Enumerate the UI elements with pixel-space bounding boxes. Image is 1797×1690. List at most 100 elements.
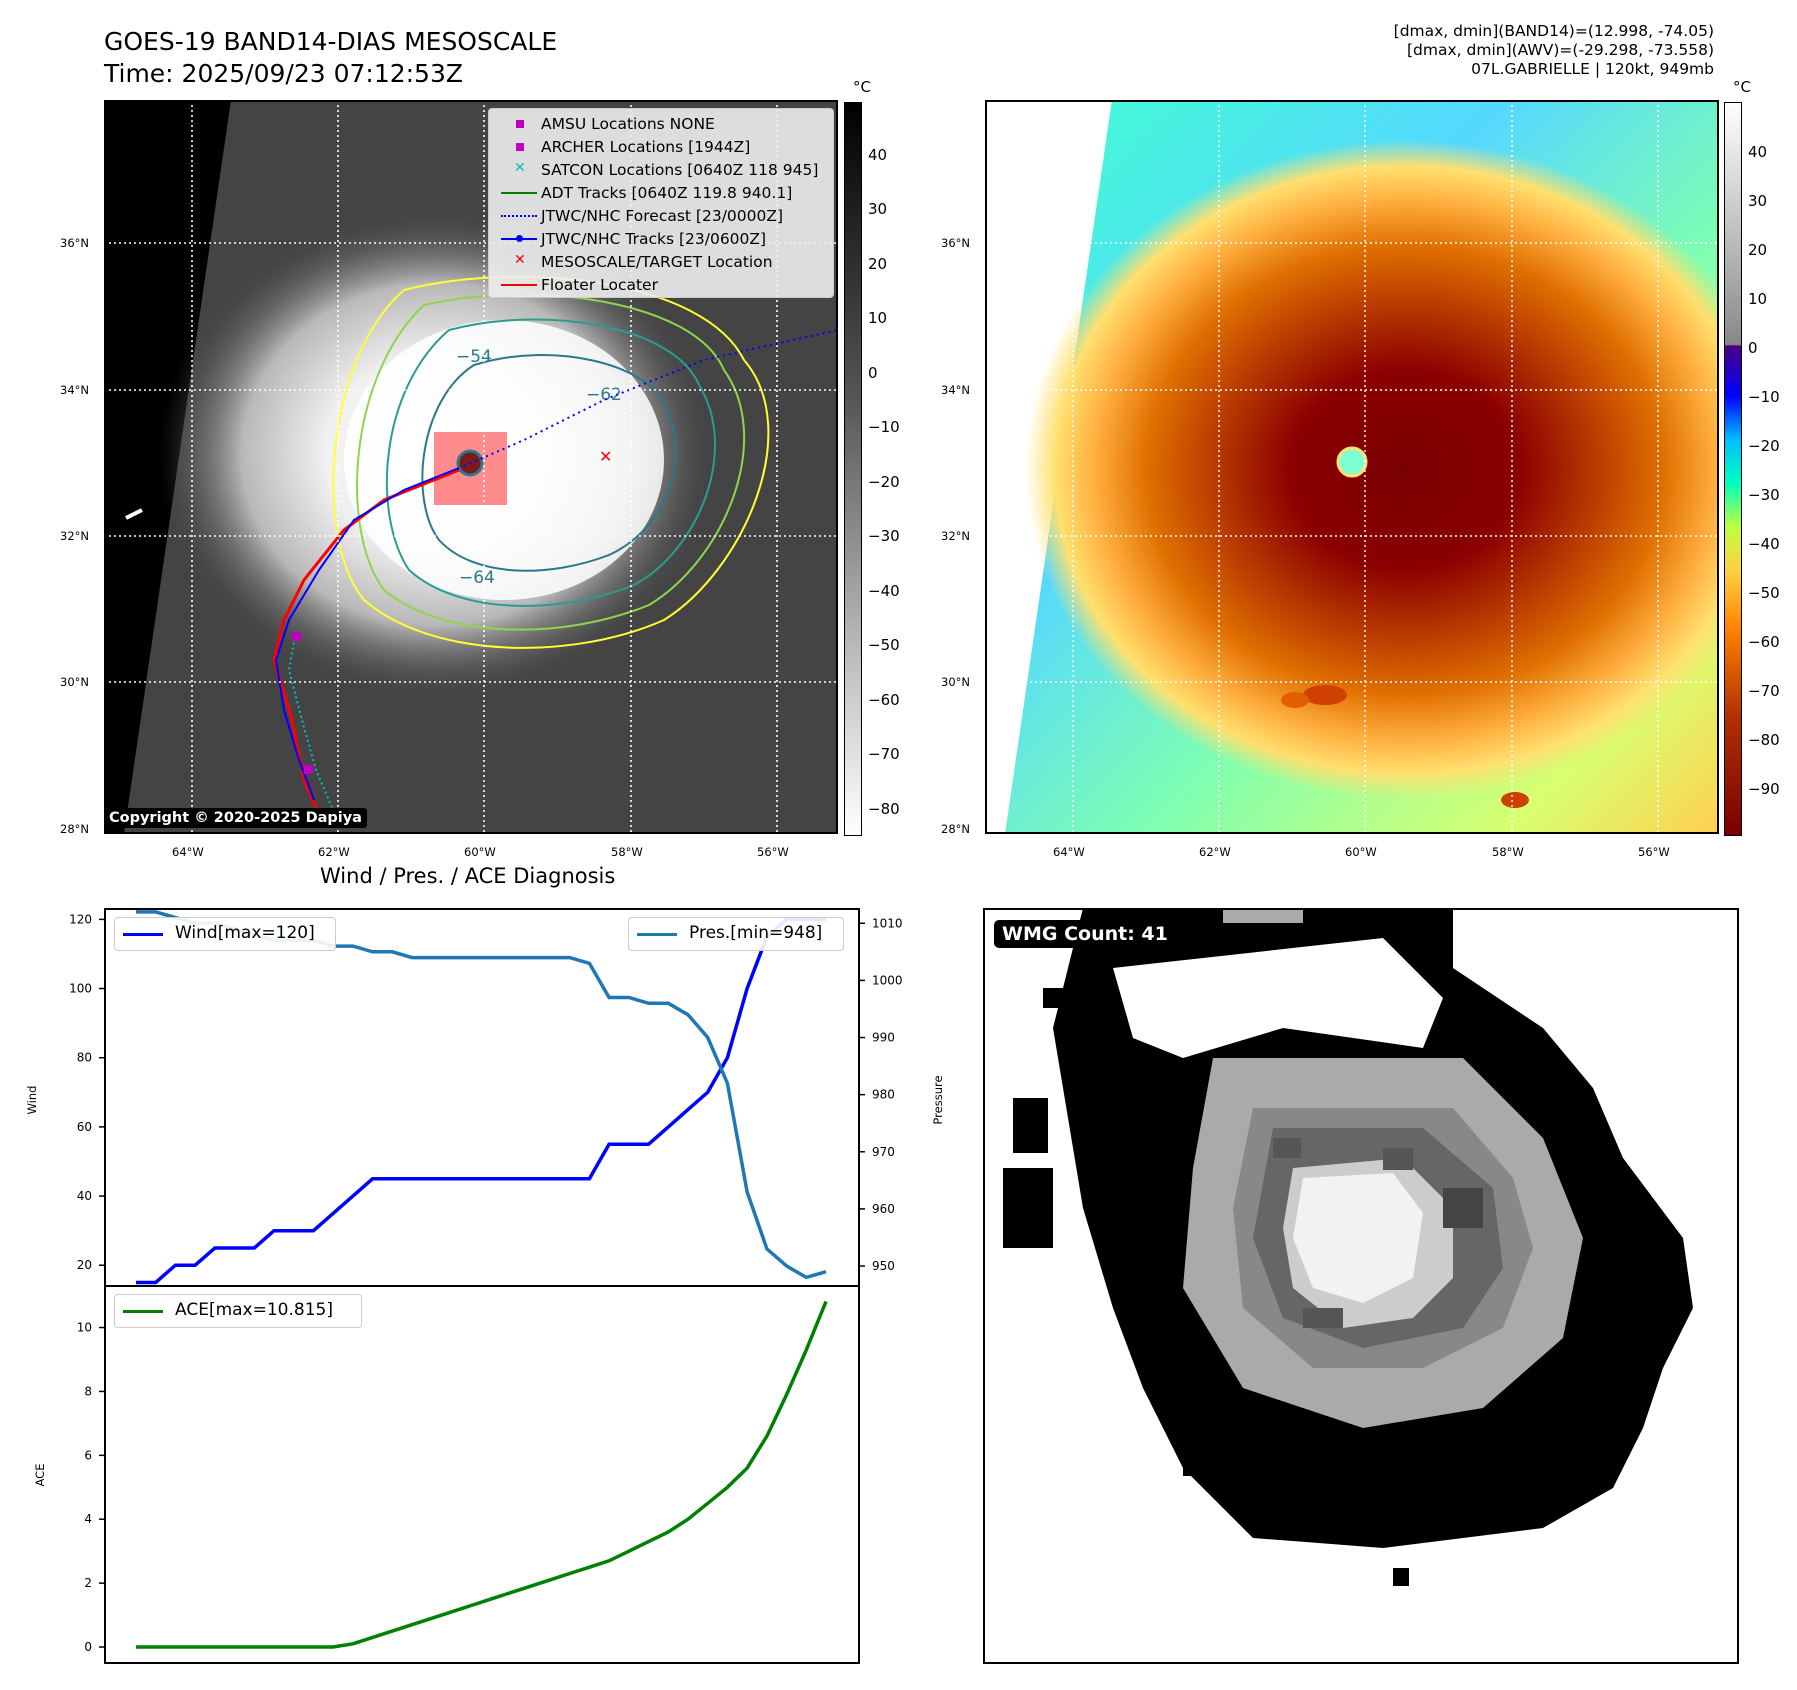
lat-label: 34°N (941, 383, 970, 397)
colorbar-tick: −20 (1748, 437, 1780, 455)
ace-series (135, 1300, 828, 1649)
archer-marker (292, 632, 301, 641)
grayscale-colorbar (844, 102, 862, 836)
copyright-label: Copyright © 2020-2025 Dapiya (104, 808, 367, 828)
colorbar-unit: °C (1733, 78, 1751, 96)
wind-line (136, 917, 826, 1285)
colorbar-tick: −60 (1748, 633, 1780, 651)
lat-label: 30°N (941, 675, 970, 689)
storm-eye (1336, 446, 1368, 478)
colorbar-tick: −40 (1748, 535, 1780, 553)
wmg-count-badge: WMG Count: 41 (994, 920, 1176, 948)
map-legend: AMSU Locations NONE ARCHER Locations [19… (488, 108, 834, 298)
colorbar-tick: 40 (868, 146, 888, 164)
info-line-2: [dmax, dmin](AWV)=(-29.298, -73.558) (1407, 41, 1714, 59)
title-line-1: GOES-19 BAND14-DIAS MESOSCALE (104, 27, 558, 56)
pressure-legend: Pres.[min=948] (628, 917, 844, 951)
jtwc-forecast-track (463, 329, 838, 467)
colorbar-tick: 10 (868, 309, 888, 327)
colorbar-tick: −30 (1748, 486, 1780, 504)
lon-label: 64°W (172, 845, 204, 859)
colorbar-tick: −70 (868, 745, 900, 763)
ace-tick-label: 4 (84, 1512, 92, 1526)
colorbar-tick: 40 (1748, 143, 1768, 161)
colorbar-tick: −30 (868, 527, 900, 545)
colorbar-tick: 0 (868, 364, 878, 382)
pressure-tick-label: 970 (872, 1145, 895, 1159)
contour-label-64: −64 (459, 568, 495, 588)
lon-label: 62°W (1199, 845, 1231, 859)
diagnosis-title: Wind / Pres. / ACE Diagnosis (320, 864, 616, 888)
info-line-1: [dmax, dmin](BAND14)=(12.998, -74.05) (1393, 22, 1714, 40)
wind-series (135, 917, 827, 1285)
ace-tick-label: 10 (77, 1321, 92, 1335)
colorbar-unit: °C (853, 78, 871, 96)
ace-axis-label: ACE (33, 1464, 47, 1487)
title-line-2: Time: 2025/09/23 07:12:53Z (104, 59, 463, 88)
ace-frame (104, 1285, 860, 1664)
colorbar-tick: 20 (868, 255, 888, 273)
solid-line-icon (501, 192, 537, 194)
ace-line-icon (123, 1310, 163, 1313)
color-ir-map (985, 100, 1719, 834)
ace-tick-label: 0 (84, 1640, 92, 1654)
wind-line-icon (123, 933, 163, 936)
lat-label: 36°N (60, 236, 89, 250)
colorbar-tick: −80 (1748, 731, 1780, 749)
info-line-3: 07L.GABRIELLE | 120kt, 949mb (1471, 60, 1714, 78)
pressure-series (135, 910, 827, 1280)
lon-label: 58°W (1492, 845, 1524, 859)
colorbar-tick: 10 (1748, 290, 1768, 308)
ace-tick-label: 6 (84, 1448, 92, 1462)
lat-label: 30°N (60, 675, 89, 689)
lat-label: 28°N (60, 822, 89, 836)
colorbar-tick: 20 (1748, 241, 1768, 259)
wind-tick-label: 20 (77, 1258, 92, 1272)
mesoscale-target-marker: ✕ (599, 447, 612, 466)
lon-label: 56°W (1638, 845, 1670, 859)
lon-label: 64°W (1053, 845, 1085, 859)
colorbar-tick: 0 (1748, 339, 1758, 357)
colorbar-tick: −70 (1748, 682, 1780, 700)
pressure-line-icon (637, 933, 677, 936)
lon-label: 56°W (757, 845, 789, 859)
x-marker-icon: ✕ (514, 252, 526, 268)
x-marker-icon: ✕ (514, 160, 526, 176)
wind-tick-label: 60 (77, 1120, 92, 1134)
solid-line-icon (501, 284, 537, 286)
satcon-track (287, 629, 335, 813)
colorbar-tick: −90 (1748, 780, 1780, 798)
pressure-tick-label: 1010 (872, 916, 903, 930)
archer-marker (304, 765, 313, 774)
jtwc-track (274, 467, 460, 801)
wind-tick-label: 80 (77, 1051, 92, 1065)
colorbar-tick: 30 (1748, 192, 1768, 210)
pressure-line (136, 910, 827, 1280)
colorbar-tick: −10 (868, 418, 900, 436)
pressure-axis: 950 960 970 980 990 1000 1010 (859, 916, 903, 1273)
lat-label: 34°N (60, 383, 89, 397)
lon-label: 60°W (1345, 845, 1377, 859)
wind-axis-label: Wind (25, 1086, 39, 1115)
colorbar-tick: −10 (1748, 388, 1780, 406)
colorbar-tick: −50 (868, 636, 900, 654)
square-marker-icon (516, 143, 524, 151)
color-colorbar (1724, 102, 1742, 836)
ace-axis: 0 2 4 6 8 10 (77, 1321, 105, 1654)
ace-legend: ACE[max=10.815] (114, 1294, 362, 1328)
colorbar-tick: −20 (868, 473, 900, 491)
pressure-axis-label: Pressure (931, 1075, 945, 1124)
wind-pressure-frame (104, 908, 860, 1287)
lat-label: 32°N (60, 529, 89, 543)
square-marker-icon (516, 120, 524, 128)
ace-line (136, 1300, 828, 1649)
colorbar-tick: 30 (868, 200, 888, 218)
ace-tick-label: 8 (84, 1384, 92, 1398)
colorbar-tick: −50 (1748, 584, 1780, 602)
ace-tick-label: 2 (84, 1576, 92, 1590)
wind-legend: Wind[max=120] (114, 917, 336, 951)
lon-label: 58°W (611, 845, 643, 859)
pressure-tick-label: 960 (872, 1202, 895, 1216)
contour-label-54: −54 (456, 347, 492, 367)
